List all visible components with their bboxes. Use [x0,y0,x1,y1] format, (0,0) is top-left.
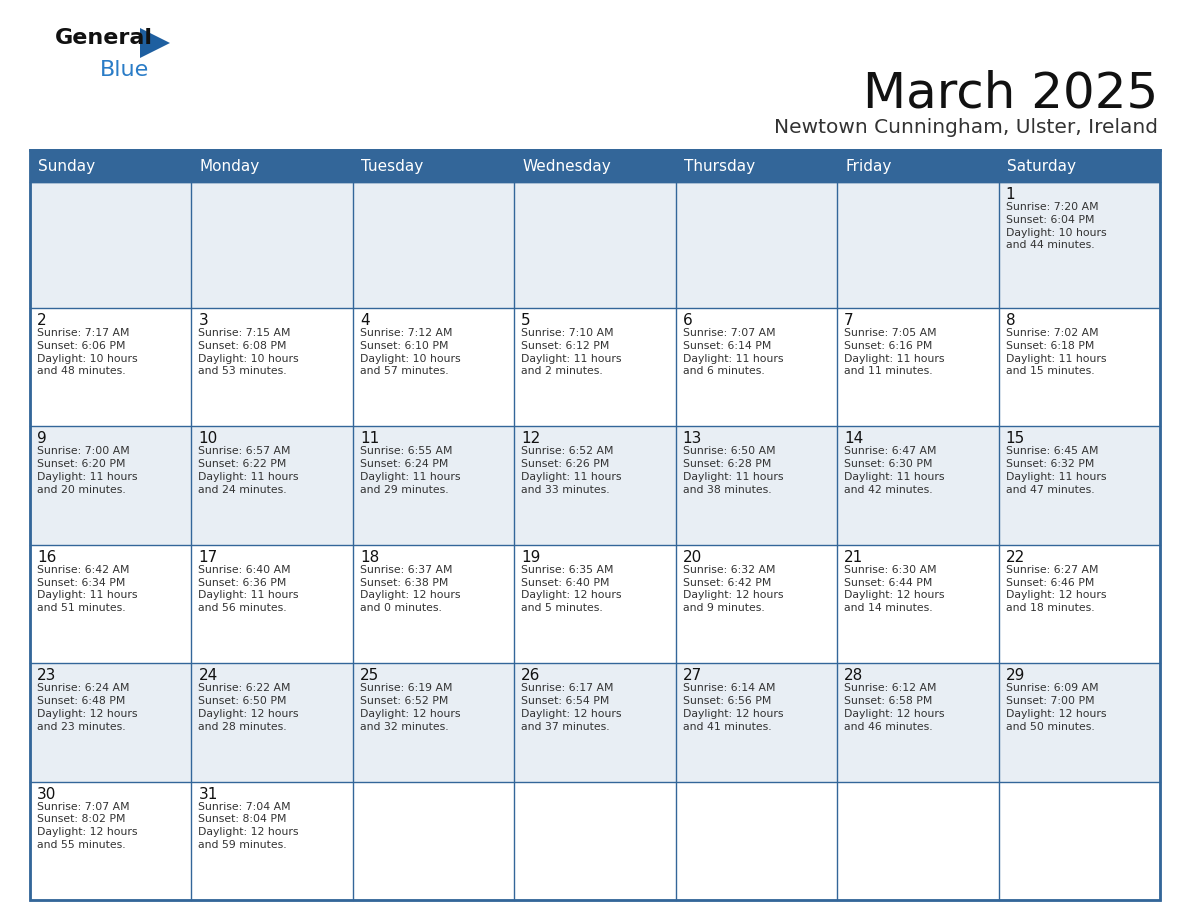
Text: Sunrise: 6:19 AM
Sunset: 6:52 PM
Daylight: 12 hours
and 32 minutes.: Sunrise: 6:19 AM Sunset: 6:52 PM Dayligh… [360,683,461,732]
Bar [30,182,1159,308]
Text: Sunrise: 6:42 AM
Sunset: 6:34 PM
Daylight: 11 hours
and 51 minutes.: Sunrise: 6:42 AM Sunset: 6:34 PM Dayligh… [37,565,138,613]
Bar [30,781,1159,900]
Text: Sunrise: 6:55 AM
Sunset: 6:24 PM
Daylight: 11 hours
and 29 minutes.: Sunrise: 6:55 AM Sunset: 6:24 PM Dayligh… [360,446,461,495]
Text: Sunrise: 6:47 AM
Sunset: 6:30 PM
Daylight: 11 hours
and 42 minutes.: Sunrise: 6:47 AM Sunset: 6:30 PM Dayligh… [845,446,944,495]
Text: 3: 3 [198,313,208,328]
Text: 8: 8 [1005,313,1016,328]
Text: Sunrise: 6:37 AM
Sunset: 6:38 PM
Daylight: 12 hours
and 0 minutes.: Sunrise: 6:37 AM Sunset: 6:38 PM Dayligh… [360,565,461,613]
Text: 15: 15 [1005,431,1025,446]
Text: Sunrise: 6:32 AM
Sunset: 6:42 PM
Daylight: 12 hours
and 9 minutes.: Sunrise: 6:32 AM Sunset: 6:42 PM Dayligh… [683,565,783,613]
Text: 4: 4 [360,313,369,328]
Text: Sunrise: 6:14 AM
Sunset: 6:56 PM
Daylight: 12 hours
and 41 minutes.: Sunrise: 6:14 AM Sunset: 6:56 PM Dayligh… [683,683,783,732]
Text: Sunrise: 6:09 AM
Sunset: 7:00 PM
Daylight: 12 hours
and 50 minutes.: Sunrise: 6:09 AM Sunset: 7:00 PM Dayligh… [1005,683,1106,732]
Text: Sunrise: 6:17 AM
Sunset: 6:54 PM
Daylight: 12 hours
and 37 minutes.: Sunrise: 6:17 AM Sunset: 6:54 PM Dayligh… [522,683,621,732]
Text: Sunrise: 7:04 AM
Sunset: 8:04 PM
Daylight: 12 hours
and 59 minutes.: Sunrise: 7:04 AM Sunset: 8:04 PM Dayligh… [198,801,299,850]
Text: Sunrise: 6:22 AM
Sunset: 6:50 PM
Daylight: 12 hours
and 28 minutes.: Sunrise: 6:22 AM Sunset: 6:50 PM Dayligh… [198,683,299,732]
Text: 27: 27 [683,668,702,683]
Text: Sunrise: 6:45 AM
Sunset: 6:32 PM
Daylight: 11 hours
and 47 minutes.: Sunrise: 6:45 AM Sunset: 6:32 PM Dayligh… [1005,446,1106,495]
Text: Sunrise: 6:50 AM
Sunset: 6:28 PM
Daylight: 11 hours
and 38 minutes.: Sunrise: 6:50 AM Sunset: 6:28 PM Dayligh… [683,446,783,495]
Text: 29: 29 [1005,668,1025,683]
Text: 24: 24 [198,668,217,683]
Bar [30,308,1159,426]
Text: Sunrise: 7:07 AM
Sunset: 6:14 PM
Daylight: 11 hours
and 6 minutes.: Sunrise: 7:07 AM Sunset: 6:14 PM Dayligh… [683,328,783,376]
Text: 13: 13 [683,431,702,446]
Text: Sunrise: 7:17 AM
Sunset: 6:06 PM
Daylight: 10 hours
and 48 minutes.: Sunrise: 7:17 AM Sunset: 6:06 PM Dayligh… [37,328,138,376]
Text: Sunrise: 7:00 AM
Sunset: 6:20 PM
Daylight: 11 hours
and 20 minutes.: Sunrise: 7:00 AM Sunset: 6:20 PM Dayligh… [37,446,138,495]
Text: Sunrise: 6:27 AM
Sunset: 6:46 PM
Daylight: 12 hours
and 18 minutes.: Sunrise: 6:27 AM Sunset: 6:46 PM Dayligh… [1005,565,1106,613]
Text: Sunrise: 7:15 AM
Sunset: 6:08 PM
Daylight: 10 hours
and 53 minutes.: Sunrise: 7:15 AM Sunset: 6:08 PM Dayligh… [198,328,299,376]
Text: 14: 14 [845,431,864,446]
Text: Blue: Blue [100,60,150,80]
Text: 30: 30 [37,787,56,801]
Text: Sunrise: 6:40 AM
Sunset: 6:36 PM
Daylight: 11 hours
and 56 minutes.: Sunrise: 6:40 AM Sunset: 6:36 PM Dayligh… [198,565,299,613]
Text: Sunrise: 7:10 AM
Sunset: 6:12 PM
Daylight: 11 hours
and 2 minutes.: Sunrise: 7:10 AM Sunset: 6:12 PM Dayligh… [522,328,621,376]
Text: 22: 22 [1005,550,1025,565]
Text: Monday: Monday [200,159,260,174]
Text: Tuesday: Tuesday [361,159,423,174]
Text: Newtown Cunningham, Ulster, Ireland: Newtown Cunningham, Ulster, Ireland [775,118,1158,137]
Text: Sunrise: 6:57 AM
Sunset: 6:22 PM
Daylight: 11 hours
and 24 minutes.: Sunrise: 6:57 AM Sunset: 6:22 PM Dayligh… [198,446,299,495]
Text: Sunrise: 6:30 AM
Sunset: 6:44 PM
Daylight: 12 hours
and 14 minutes.: Sunrise: 6:30 AM Sunset: 6:44 PM Dayligh… [845,565,944,613]
Text: 1: 1 [1005,187,1016,202]
Text: 25: 25 [360,668,379,683]
Text: 23: 23 [37,668,56,683]
Text: Saturday: Saturday [1006,159,1075,174]
Text: 20: 20 [683,550,702,565]
Text: Sunrise: 6:52 AM
Sunset: 6:26 PM
Daylight: 11 hours
and 33 minutes.: Sunrise: 6:52 AM Sunset: 6:26 PM Dayligh… [522,446,621,495]
Text: 26: 26 [522,668,541,683]
Text: Sunrise: 7:07 AM
Sunset: 8:02 PM
Daylight: 12 hours
and 55 minutes.: Sunrise: 7:07 AM Sunset: 8:02 PM Dayligh… [37,801,138,850]
Text: Sunrise: 6:12 AM
Sunset: 6:58 PM
Daylight: 12 hours
and 46 minutes.: Sunrise: 6:12 AM Sunset: 6:58 PM Dayligh… [845,683,944,732]
Text: 19: 19 [522,550,541,565]
Bar [30,426,1159,544]
Text: 31: 31 [198,787,217,801]
Text: 21: 21 [845,550,864,565]
Text: 6: 6 [683,313,693,328]
Text: 17: 17 [198,550,217,565]
Text: Sunrise: 7:02 AM
Sunset: 6:18 PM
Daylight: 11 hours
and 15 minutes.: Sunrise: 7:02 AM Sunset: 6:18 PM Dayligh… [1005,328,1106,376]
Text: 16: 16 [37,550,56,565]
Text: 10: 10 [198,431,217,446]
Text: Sunday: Sunday [38,159,95,174]
Text: Thursday: Thursday [684,159,754,174]
Text: Sunrise: 7:20 AM
Sunset: 6:04 PM
Daylight: 10 hours
and 44 minutes.: Sunrise: 7:20 AM Sunset: 6:04 PM Dayligh… [1005,202,1106,251]
Text: 5: 5 [522,313,531,328]
Text: Friday: Friday [845,159,891,174]
Text: Wednesday: Wednesday [523,159,611,174]
Text: Sunrise: 7:05 AM
Sunset: 6:16 PM
Daylight: 11 hours
and 11 minutes.: Sunrise: 7:05 AM Sunset: 6:16 PM Dayligh… [845,328,944,376]
Text: Sunrise: 6:35 AM
Sunset: 6:40 PM
Daylight: 12 hours
and 5 minutes.: Sunrise: 6:35 AM Sunset: 6:40 PM Dayligh… [522,565,621,613]
Bar [30,150,1159,182]
Text: 18: 18 [360,550,379,565]
Text: 11: 11 [360,431,379,446]
Polygon shape [140,28,170,58]
Text: Sunrise: 7:12 AM
Sunset: 6:10 PM
Daylight: 10 hours
and 57 minutes.: Sunrise: 7:12 AM Sunset: 6:10 PM Dayligh… [360,328,461,376]
Bar [30,663,1159,781]
Text: 7: 7 [845,313,854,328]
Text: General: General [55,28,153,48]
Text: 9: 9 [37,431,46,446]
Bar [30,150,1159,900]
Text: 2: 2 [37,313,46,328]
Text: March 2025: March 2025 [862,70,1158,118]
Text: 12: 12 [522,431,541,446]
Text: Sunrise: 6:24 AM
Sunset: 6:48 PM
Daylight: 12 hours
and 23 minutes.: Sunrise: 6:24 AM Sunset: 6:48 PM Dayligh… [37,683,138,732]
Bar [30,544,1159,663]
Text: 28: 28 [845,668,864,683]
